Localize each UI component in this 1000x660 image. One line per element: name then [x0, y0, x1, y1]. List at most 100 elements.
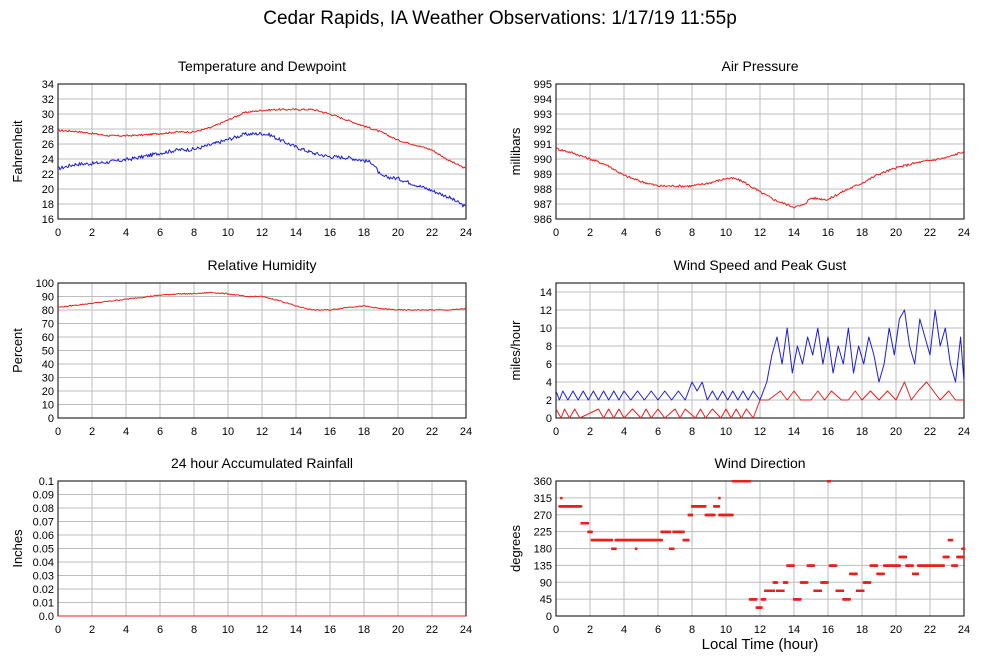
direction-point	[754, 598, 758, 601]
x-tick-label: 18	[856, 227, 868, 239]
direction-point	[950, 538, 954, 542]
direction-point	[862, 589, 865, 592]
x-tick-label: 2	[587, 426, 593, 438]
x-tick-label: 16	[822, 227, 834, 239]
x-tick-label: 14	[788, 227, 800, 239]
series-line	[57, 291, 467, 311]
x-tick-label: 14	[788, 624, 800, 636]
x-tick-label: 4	[621, 624, 627, 636]
direction-point	[731, 513, 734, 517]
y-tick-label: 30	[42, 109, 54, 121]
chart-title: 24 hour Accumulated Rainfall	[171, 455, 353, 471]
x-tick-label: 20	[890, 426, 902, 438]
x-tick-label: 22	[924, 624, 936, 636]
y-axis-label: millibars	[508, 127, 523, 175]
x-tick-label: 6	[655, 426, 661, 438]
y-tick-label: 315	[534, 493, 552, 505]
direction-point	[947, 555, 950, 559]
x-tick-label: 8	[689, 227, 695, 239]
x-tick-label: 10	[222, 426, 234, 438]
x-tick-label: 4	[123, 426, 129, 438]
x-tick-label: 10	[222, 227, 234, 239]
y-tick-label: 8	[546, 341, 552, 353]
x-tick-label: 12	[256, 227, 268, 239]
direction-point	[586, 522, 590, 525]
x-tick-label: 6	[157, 426, 163, 438]
y-tick-label: 0	[546, 413, 552, 425]
x-tick-label: 4	[621, 227, 627, 239]
plot-frame	[555, 282, 965, 419]
direction-point	[904, 555, 908, 559]
x-tick-label: 14	[290, 426, 302, 438]
y-tick-label: 16	[42, 214, 54, 226]
y-tick-label: 10	[42, 400, 54, 412]
series-line	[57, 131, 467, 208]
x-tick-label: 18	[358, 624, 370, 636]
x-tick-label: 20	[890, 624, 902, 636]
y-tick-label: 360	[534, 476, 552, 488]
direction-point	[660, 538, 663, 542]
y-tick-label: 6	[546, 359, 552, 371]
direction-point	[748, 480, 752, 483]
y-tick-label: 90	[42, 292, 54, 304]
x-tick-label: 6	[157, 227, 163, 239]
direction-point	[634, 547, 638, 550]
page-title: Cedar Rapids, IA Weather Observations: 1…	[263, 8, 737, 29]
x-tick-label: 14	[788, 426, 800, 438]
y-tick-label: 989	[534, 169, 552, 181]
direction-point	[955, 564, 959, 567]
y-tick-label: 45	[540, 594, 552, 606]
plot-frame	[57, 83, 467, 220]
y-tick-label: 995	[534, 79, 552, 91]
y-tick-label: 0.03	[33, 571, 54, 583]
direction-point	[718, 496, 721, 500]
y-tick-label: 0.1	[39, 476, 54, 488]
x-tick-label: 0	[55, 227, 61, 239]
chart-panel: 24 hour Accumulated Rainfall0.00.010.020…	[10, 455, 472, 636]
x-tick-label: 0	[553, 426, 559, 438]
direction-point	[785, 581, 789, 584]
y-tick-label: 180	[534, 544, 552, 556]
chart-title: Temperature and Dewpoint	[178, 58, 346, 74]
x-tick-label: 18	[358, 426, 370, 438]
y-axis-label: degrees	[508, 525, 523, 572]
x-tick-label: 16	[324, 227, 336, 239]
direction-point	[911, 564, 914, 567]
x-tick-label: 10	[720, 227, 732, 239]
x-tick-label: 2	[587, 624, 593, 636]
y-tick-label: 0.0	[39, 611, 54, 623]
chart-panel: Air Pressure 986 987 988 989 990 991 992 993 994 9…	[508, 58, 970, 239]
direction-point	[841, 589, 845, 592]
direction-point	[614, 547, 617, 550]
chart-panel: Relative Humidity01020304050607080901000…	[10, 257, 472, 438]
y-tick-label: 0.09	[33, 490, 54, 502]
y-tick-label: 135	[534, 560, 552, 572]
y-tick-label: 0.07	[33, 517, 54, 529]
x-axis-label: Local Time (hour)	[701, 636, 819, 653]
y-tick-label: 28	[42, 124, 54, 136]
x-tick-label: 10	[720, 624, 732, 636]
x-tick-label: 22	[924, 227, 936, 239]
direction-point	[875, 564, 879, 567]
x-tick-label: 8	[191, 426, 197, 438]
y-tick-label: 50	[42, 346, 54, 358]
x-tick-label: 20	[392, 426, 404, 438]
x-tick-label: 0	[553, 624, 559, 636]
y-tick-label: 225	[534, 527, 552, 539]
x-tick-label: 20	[890, 227, 902, 239]
x-tick-label: 24	[460, 426, 472, 438]
y-tick-label: 26	[42, 139, 54, 151]
y-tick-label: 32	[42, 94, 54, 106]
y-tick-label: 22	[42, 169, 54, 181]
direction-point	[772, 589, 776, 592]
y-tick-label: 24	[42, 154, 54, 166]
direction-point	[713, 513, 716, 517]
x-tick-label: 18	[856, 624, 868, 636]
y-tick-label: 987	[534, 199, 552, 211]
y-tick-label: 100	[36, 278, 54, 290]
y-tick-label: 90	[540, 577, 552, 589]
y-tick-label: 14	[540, 287, 552, 299]
x-tick-label: 12	[256, 624, 268, 636]
